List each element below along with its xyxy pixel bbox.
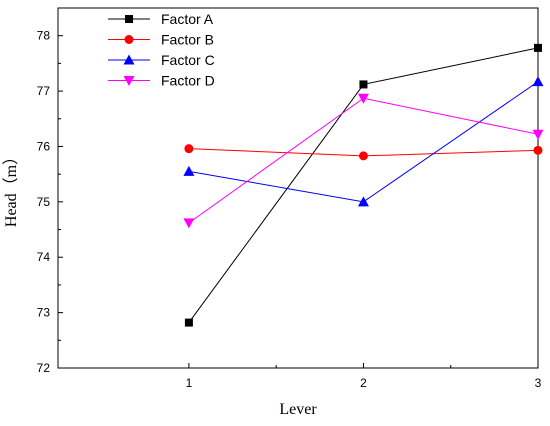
- legend-label: Factor D: [161, 73, 215, 89]
- x-tick-label: 2: [360, 376, 367, 390]
- legend-marker: [124, 35, 134, 44]
- data-point: [184, 144, 194, 154]
- legend-marker: [123, 54, 135, 65]
- data-point: [357, 93, 369, 104]
- y-tick-label: 72: [37, 361, 51, 375]
- legend-label: Factor B: [161, 32, 214, 48]
- series-lines: [188, 47, 539, 323]
- legend-marker: [123, 76, 135, 86]
- legend-label: Factor C: [161, 52, 215, 68]
- data-point: [533, 145, 543, 155]
- y-tick-label: 76: [37, 139, 51, 153]
- data-point: [183, 165, 195, 176]
- y-tick-label: 77: [37, 84, 51, 98]
- y-tick-label: 73: [37, 306, 51, 320]
- series-markers: [183, 43, 544, 327]
- legend-marker: [125, 15, 133, 23]
- plot-frame: [57, 7, 539, 369]
- data-point: [359, 80, 368, 89]
- y-tick-label: 78: [37, 29, 51, 43]
- axis-ticks: 72 73 74 75 76 77 78 1 2 3: [37, 29, 542, 390]
- data-point: [532, 129, 544, 140]
- data-point: [183, 218, 195, 229]
- data-point: [357, 196, 369, 207]
- legend: Factor A Factor B Factor C Factor D: [108, 11, 215, 89]
- y-tick-label: 74: [37, 250, 51, 264]
- y-tick-label: 75: [37, 195, 51, 209]
- y-axis-title: Head（m）: [2, 149, 20, 227]
- data-point: [358, 151, 368, 161]
- data-point: [534, 43, 542, 52]
- x-tick-label: 3: [535, 376, 542, 390]
- x-axis-title: Lever: [279, 401, 317, 418]
- data-point: [184, 318, 193, 327]
- x-tick-label: 1: [186, 376, 193, 390]
- legend-label: Factor A: [161, 11, 214, 27]
- data-point: [532, 76, 544, 87]
